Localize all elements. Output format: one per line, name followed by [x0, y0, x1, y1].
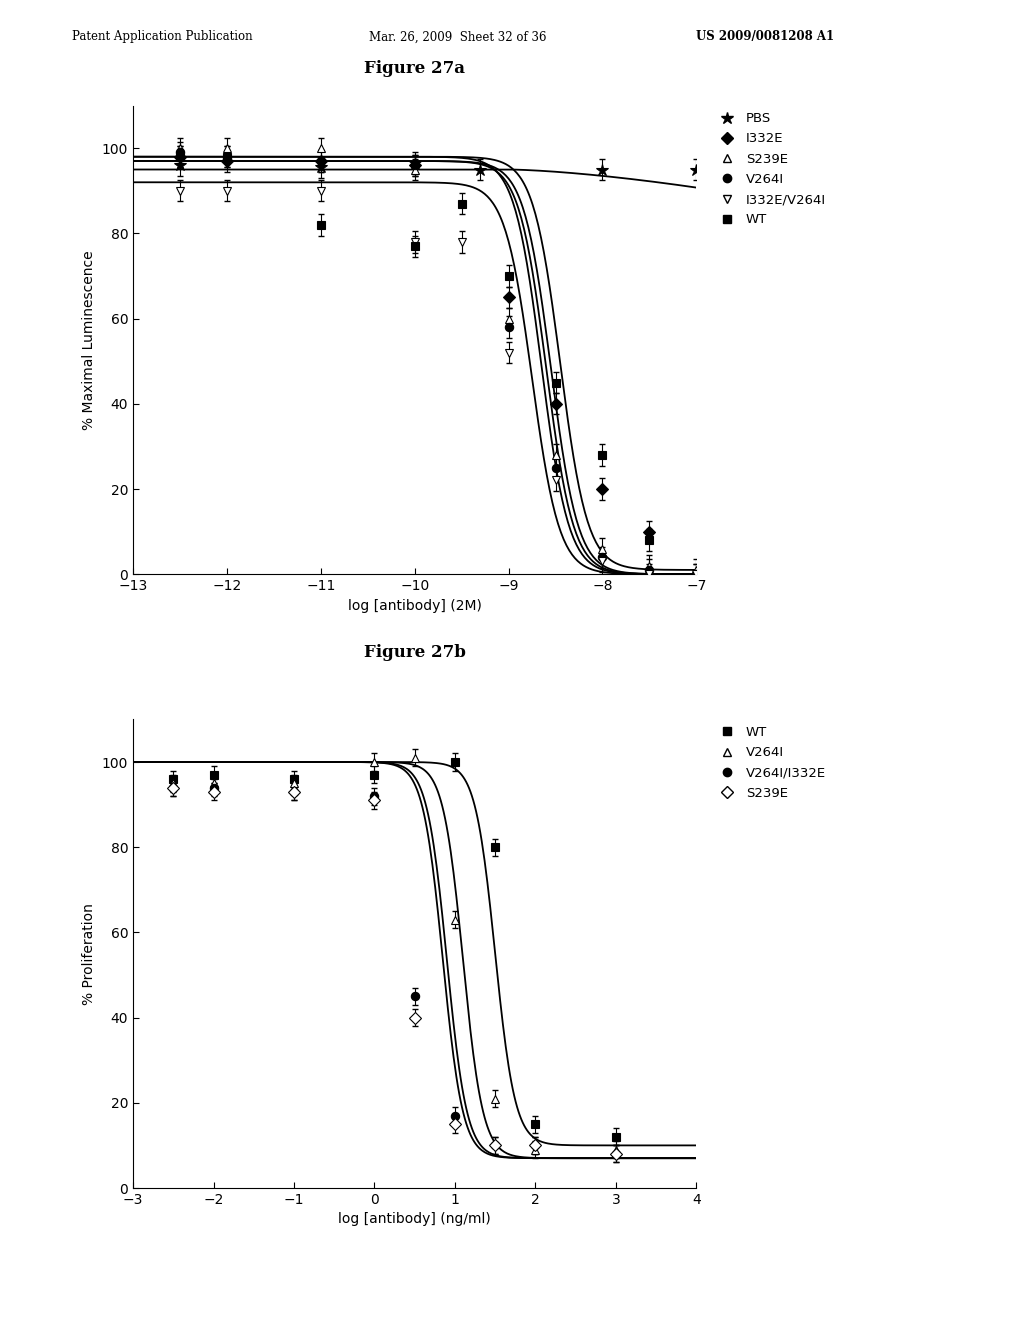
X-axis label: log [antibody] (2M): log [antibody] (2M) — [348, 598, 481, 612]
Y-axis label: % Maximal Luminescence: % Maximal Luminescence — [82, 249, 96, 430]
Text: Mar. 26, 2009  Sheet 32 of 36: Mar. 26, 2009 Sheet 32 of 36 — [369, 30, 546, 44]
Legend: WT, V264I, V264I/I332E, S239E: WT, V264I, V264I/I332E, S239E — [714, 726, 826, 800]
Text: Figure 27a: Figure 27a — [365, 59, 465, 77]
Y-axis label: % Proliferation: % Proliferation — [82, 903, 96, 1005]
Legend: PBS, I332E, S239E, V264I, I332E/V264I, WT: PBS, I332E, S239E, V264I, I332E/V264I, W… — [714, 112, 826, 227]
Text: Patent Application Publication: Patent Application Publication — [72, 30, 252, 44]
Text: Figure 27b: Figure 27b — [364, 644, 466, 661]
X-axis label: log [antibody] (ng/ml): log [antibody] (ng/ml) — [338, 1212, 492, 1226]
Text: US 2009/0081208 A1: US 2009/0081208 A1 — [696, 30, 835, 44]
